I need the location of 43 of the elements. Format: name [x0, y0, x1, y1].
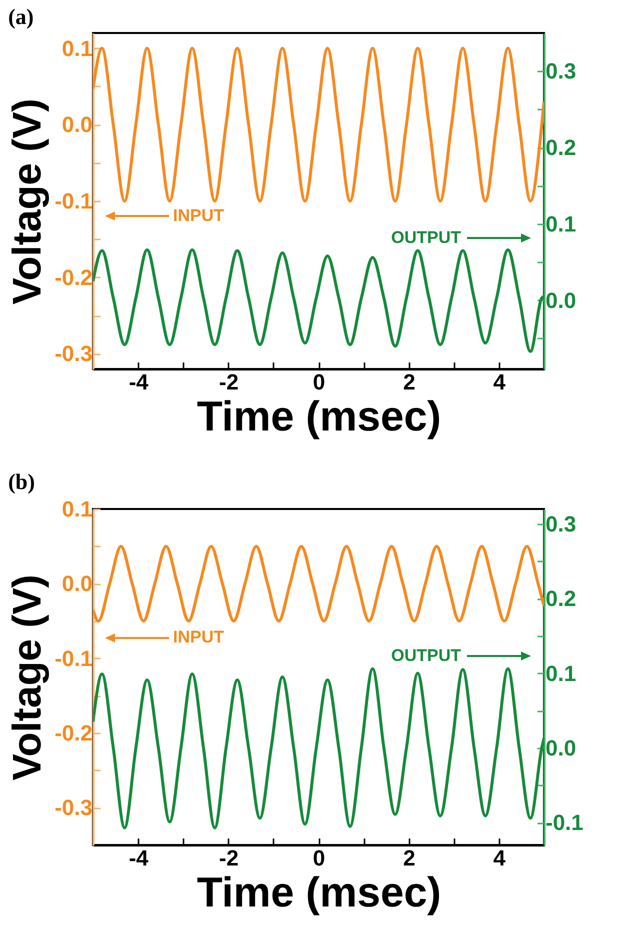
chart-title: (b) — [8, 469, 35, 494]
y-tick-label: 0.1 — [62, 496, 92, 522]
x-tick-label: -2 — [219, 846, 239, 870]
annotation: OUTPUT — [391, 646, 462, 665]
x-tick-label: 2 — [403, 846, 416, 870]
y-tick-label: 0.0 — [62, 571, 92, 596]
y2-tick-label: 0.1 — [546, 211, 576, 236]
line-series — [93, 46, 544, 202]
y-axis-title: Voltage (V) — [6, 98, 50, 304]
x-tick-label: -4 — [128, 846, 150, 870]
y2-tick-label: 0.3 — [546, 58, 576, 84]
x-axis-title: Time (msec) — [196, 868, 442, 916]
y-tick-label: -0.1 — [54, 188, 92, 214]
y2-tick-label: 0.3 — [546, 511, 576, 536]
x-tick-label: -2 — [219, 370, 239, 394]
annotation: OUTPUT — [391, 228, 462, 247]
y-tick-label: -0.2 — [54, 264, 92, 290]
y-tick-label: -0.2 — [54, 720, 92, 746]
x-tick-label: 4 — [493, 846, 506, 870]
line-series — [93, 667, 544, 830]
x-tick-label: -4 — [128, 370, 150, 394]
y-tick-label: -0.3 — [54, 795, 92, 820]
y-tick-label: -0.1 — [54, 646, 92, 671]
y2-tick-label: 0.1 — [546, 660, 576, 686]
x-axis-title: Time (msec) — [196, 392, 442, 440]
annotation: INPUT — [173, 628, 225, 647]
line-series — [93, 544, 544, 622]
y2-tick-label: 0.0 — [546, 735, 576, 760]
y-axis-title: Voltage (V) — [6, 574, 50, 780]
y-tick-label: 0.1 — [62, 36, 92, 61]
x-tick-label: 0 — [312, 846, 326, 870]
y2-tick-label: 0.2 — [546, 135, 576, 160]
x-tick-label: 0 — [312, 370, 326, 394]
y-tick-label: 0.0 — [62, 112, 92, 138]
x-tick-label: 4 — [493, 370, 506, 394]
y2-tick-label: 0.2 — [546, 586, 576, 612]
y2-tick-label: -0.1 — [546, 810, 584, 836]
y2-tick-label: 0.0 — [546, 288, 576, 313]
x-tick-label: 2 — [403, 370, 416, 394]
chart-title: (a) — [8, 4, 34, 29]
annotation: INPUT — [173, 206, 225, 225]
y-tick-label: -0.3 — [54, 341, 92, 366]
line-series — [93, 248, 544, 353]
